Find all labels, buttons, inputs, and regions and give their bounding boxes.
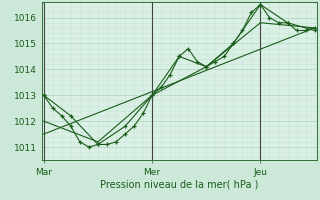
X-axis label: Pression niveau de la mer( hPa ): Pression niveau de la mer( hPa ): [100, 179, 258, 189]
